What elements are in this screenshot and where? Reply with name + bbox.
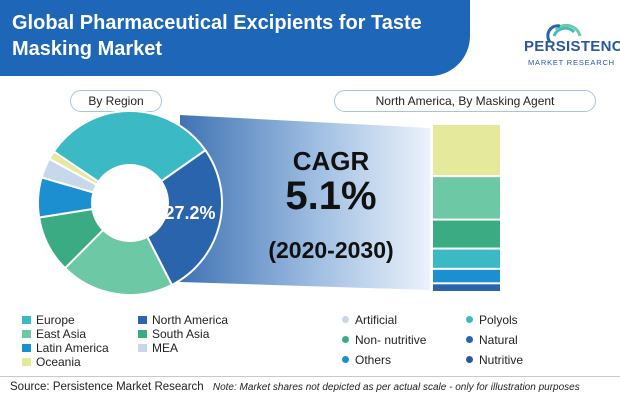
stack-segment-natural <box>433 249 500 268</box>
cagr-label: CAGR <box>292 146 370 176</box>
legend-item-south-asia: South Asia <box>138 327 209 341</box>
legend-label: Europe <box>36 313 75 327</box>
masking-agent-stack <box>433 125 500 291</box>
legend-swatch <box>138 344 147 352</box>
legend-item-non-nutritive: Non- nutritive <box>342 333 426 347</box>
legend-label: Others <box>355 353 392 367</box>
cagr-period: (2020-2030) <box>268 237 394 263</box>
legend-item-oceania: Oceania <box>22 355 81 369</box>
north-america-data-label: 27.2% <box>164 203 215 223</box>
legend-dot <box>466 336 473 343</box>
legend-label: Polyols <box>479 313 518 327</box>
legend-item-natural: Natural <box>466 333 518 347</box>
connector-band <box>180 115 430 290</box>
logo-subtitle: MARKET RESEARCH <box>528 58 615 67</box>
legend-item-latin-america: Latin America <box>22 341 109 355</box>
legend-swatch <box>138 330 147 338</box>
legend-item-europe: Europe <box>22 313 75 327</box>
donut-slice-europe <box>52 110 207 184</box>
legend-label: North America <box>152 313 229 327</box>
page-title: Global Pharmaceutical Excipients for Tas… <box>12 12 422 60</box>
legend-label: Oceania <box>36 355 81 369</box>
legend-item-north-america: North America <box>138 313 228 327</box>
logo-name: PERSISTENCE <box>524 38 620 55</box>
stack-segment-non-nutritive <box>433 220 500 248</box>
legend-dot <box>342 336 349 343</box>
legend-swatch <box>22 316 31 324</box>
agent-chart-label: North America, By Masking Agent <box>334 90 596 112</box>
legend-swatch <box>138 316 147 324</box>
persistence-logo-icon <box>546 23 582 43</box>
legend-dot <box>466 356 473 363</box>
stack-segment-polyols <box>433 177 500 219</box>
cagr-value: 5.1% <box>285 174 377 218</box>
legend-label: South Asia <box>152 327 210 341</box>
legend-swatch <box>22 344 31 352</box>
legend-item-artificial: Artificial <box>342 313 397 327</box>
legend-label: Nutritive <box>479 353 524 367</box>
legend-label: Natural <box>479 333 518 347</box>
stack-segment-others <box>433 269 500 283</box>
legend-item-east-asia: East Asia <box>22 327 86 341</box>
stack-segment-nutritive <box>433 284 500 291</box>
legend-dot <box>342 316 349 323</box>
region-donut <box>37 110 223 296</box>
legend-label: Non- nutritive <box>355 333 427 347</box>
legend-item-nutritive: Nutritive <box>466 353 523 367</box>
legend-item-polyols: Polyols <box>466 313 518 327</box>
legend-swatch <box>22 330 31 338</box>
legend-label: MEA <box>152 341 179 355</box>
legend-dot <box>466 316 473 323</box>
legend-item-mea: MEA <box>138 341 178 355</box>
title-banner: Global Pharmaceutical Excipients for Tas… <box>0 0 470 76</box>
donut-slice-south-asia <box>63 228 174 296</box>
footer-divider <box>0 376 620 377</box>
legend-label: East Asia <box>36 327 87 341</box>
footer: Source: Persistence Market Research Note… <box>10 381 620 393</box>
legend-label: Artificial <box>355 313 398 327</box>
note-text: Note: Market shares not depicted as per … <box>212 382 580 393</box>
legend-dot <box>342 356 349 363</box>
stack-segment-artificial <box>433 125 500 176</box>
legend-label: Latin America <box>36 341 109 355</box>
legend-swatch <box>22 358 31 366</box>
source-text: Source: Persistence Market Research <box>10 381 204 393</box>
legend-item-others: Others <box>342 353 391 367</box>
donut-slice-north-america <box>145 148 223 287</box>
